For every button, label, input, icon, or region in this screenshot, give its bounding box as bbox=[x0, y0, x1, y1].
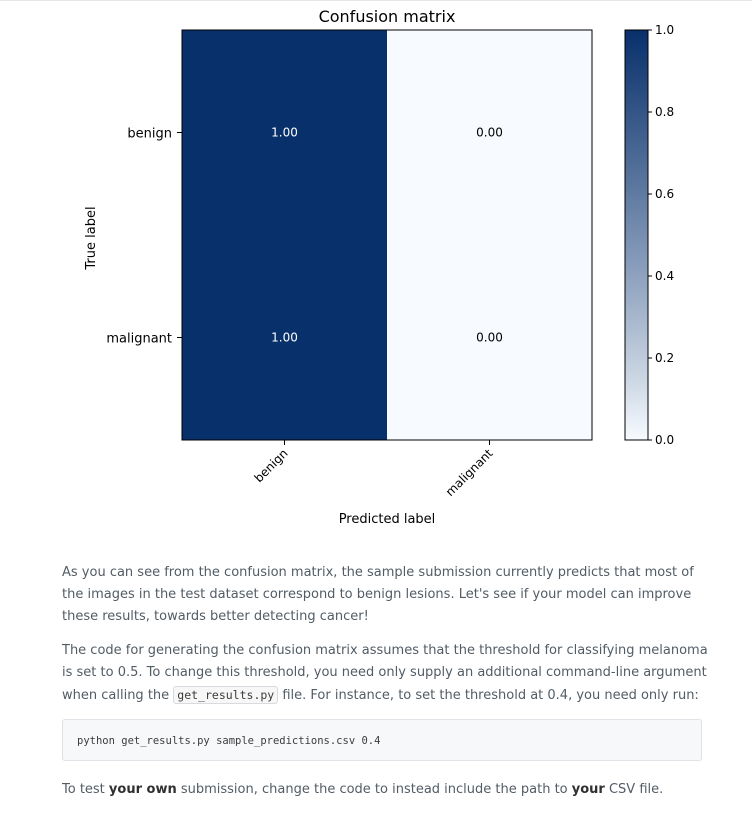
paragraph-1: As you can see from the confusion matrix… bbox=[62, 565, 694, 624]
paragraph-3-text-b: submission, change the code to instead i… bbox=[176, 782, 572, 797]
code-block: python get_results.py sample_predictions… bbox=[62, 719, 702, 761]
heatmap-cell-benign-benign bbox=[182, 30, 387, 235]
paragraph-2: The code for generating the confusion ma… bbox=[62, 640, 712, 707]
heatmap-cell-malignant-benign bbox=[182, 235, 387, 440]
heatmap-cell-benign-malignant bbox=[387, 30, 592, 235]
heatmap-frame bbox=[181, 29, 593, 441]
paragraph-2-text-b: file. For instance, to set the threshold… bbox=[278, 688, 699, 703]
heatmap-cell-malignant-malignant bbox=[387, 235, 592, 440]
colorbar-tick-label: 0.4 bbox=[655, 269, 674, 283]
paragraph-3-bold-1: your own bbox=[108, 782, 177, 797]
colorbar-tick-label: 0.6 bbox=[655, 187, 674, 201]
cell-value-label: 1.00 bbox=[271, 126, 298, 140]
chart-title: Confusion matrix bbox=[319, 7, 456, 26]
x-axis-label: Predicted label bbox=[339, 512, 436, 527]
top-divider bbox=[0, 0, 752, 1]
cell-value-label: 0.00 bbox=[476, 331, 503, 345]
colorbar-tick-label: 1.0 bbox=[655, 23, 674, 37]
paragraph-3: To test your own submission, change the … bbox=[62, 779, 712, 801]
article-body: As you can see from the confusion matrix… bbox=[62, 562, 712, 813]
chart-svg: 1.00 0.00 1.00 0.00 Confusion matrix benign ma… bbox=[84, 7, 674, 527]
cell-value-label: 0.00 bbox=[476, 126, 503, 140]
y-axis-label: True label bbox=[84, 206, 99, 270]
y-tick-label: benign bbox=[127, 127, 172, 142]
paragraph-2-text-a: The code for generating the confusion ma… bbox=[62, 643, 708, 703]
cell-value-label: 1.00 bbox=[271, 331, 298, 345]
x-tick-label: malignant bbox=[443, 446, 496, 499]
paragraph-3-bold-2: your bbox=[571, 782, 605, 797]
paragraph-3-text-c: CSV file. bbox=[604, 782, 664, 797]
confusion-matrix-chart: 1.00 0.00 1.00 0.00 Confusion matrix benign ma… bbox=[84, 7, 674, 527]
paragraph-3-text-a: To test bbox=[62, 782, 109, 797]
y-tick-label: malignant bbox=[106, 332, 172, 347]
colorbar-tick-label: 0.8 bbox=[655, 105, 674, 119]
x-tick-label: benign bbox=[252, 446, 291, 485]
inline-code-get-results: get_results.py bbox=[173, 686, 279, 704]
colorbar-tick-label: 0.2 bbox=[655, 351, 674, 365]
colorbar-tick-label: 0.0 bbox=[655, 433, 674, 447]
colorbar bbox=[624, 29, 649, 441]
